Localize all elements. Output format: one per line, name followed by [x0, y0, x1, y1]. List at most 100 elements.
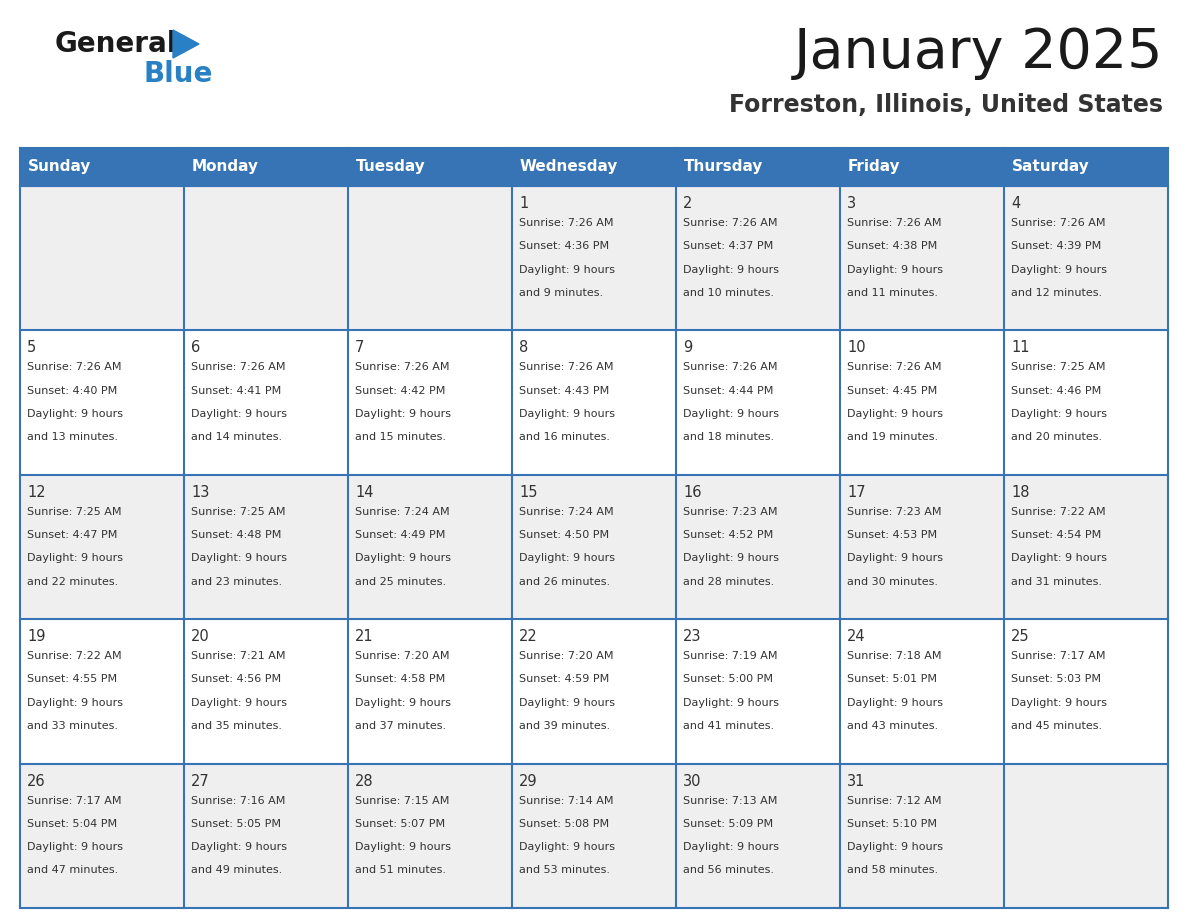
Bar — [1004, 330, 1168, 475]
Text: 3: 3 — [847, 196, 857, 211]
Text: and 58 minutes.: and 58 minutes. — [847, 866, 939, 876]
Text: Sunrise: 7:26 AM: Sunrise: 7:26 AM — [519, 218, 613, 228]
Bar — [676, 330, 840, 475]
Text: Sunrise: 7:26 AM: Sunrise: 7:26 AM — [1011, 218, 1106, 228]
Text: Sunrise: 7:17 AM: Sunrise: 7:17 AM — [1011, 651, 1106, 661]
Text: Sunset: 4:42 PM: Sunset: 4:42 PM — [355, 386, 446, 396]
Text: 25: 25 — [1011, 629, 1030, 644]
Text: Sunset: 4:53 PM: Sunset: 4:53 PM — [847, 530, 937, 540]
Text: and 31 minutes.: and 31 minutes. — [1011, 577, 1102, 587]
Text: Daylight: 9 hours: Daylight: 9 hours — [1011, 409, 1107, 419]
Text: 26: 26 — [27, 774, 45, 789]
Text: 11: 11 — [1011, 341, 1030, 355]
Text: Sunrise: 7:21 AM: Sunrise: 7:21 AM — [191, 651, 285, 661]
Text: and 15 minutes.: and 15 minutes. — [355, 432, 446, 442]
Text: 20: 20 — [191, 629, 210, 644]
Text: Sunset: 4:36 PM: Sunset: 4:36 PM — [519, 241, 609, 252]
Text: and 39 minutes.: and 39 minutes. — [519, 721, 611, 731]
Bar — [1004, 475, 1168, 620]
Bar — [20, 186, 184, 330]
Text: and 10 minutes.: and 10 minutes. — [683, 288, 775, 297]
Bar — [184, 764, 348, 908]
Bar — [348, 620, 512, 764]
Text: Sunset: 4:43 PM: Sunset: 4:43 PM — [519, 386, 609, 396]
Text: Sunset: 5:01 PM: Sunset: 5:01 PM — [847, 675, 937, 685]
Text: and 26 minutes.: and 26 minutes. — [519, 577, 611, 587]
Text: 7: 7 — [355, 341, 365, 355]
Text: Sunrise: 7:19 AM: Sunrise: 7:19 AM — [683, 651, 777, 661]
Text: Sunset: 5:08 PM: Sunset: 5:08 PM — [519, 819, 609, 829]
Text: 21: 21 — [355, 629, 373, 644]
Bar — [676, 475, 840, 620]
Bar — [1004, 148, 1168, 186]
Bar — [1004, 764, 1168, 908]
Text: Daylight: 9 hours: Daylight: 9 hours — [519, 698, 615, 708]
Bar — [20, 330, 184, 475]
Bar — [1004, 186, 1168, 330]
Text: Daylight: 9 hours: Daylight: 9 hours — [683, 264, 779, 274]
Text: Sunrise: 7:26 AM: Sunrise: 7:26 AM — [519, 363, 613, 373]
Text: and 56 minutes.: and 56 minutes. — [683, 866, 775, 876]
Text: Sunset: 5:09 PM: Sunset: 5:09 PM — [683, 819, 773, 829]
Text: Sunset: 4:40 PM: Sunset: 4:40 PM — [27, 386, 118, 396]
Text: Sunrise: 7:25 AM: Sunrise: 7:25 AM — [1011, 363, 1106, 373]
Text: 22: 22 — [519, 629, 538, 644]
Text: 8: 8 — [519, 341, 529, 355]
Text: Sunday: Sunday — [29, 160, 91, 174]
Text: Sunset: 5:03 PM: Sunset: 5:03 PM — [1011, 675, 1101, 685]
Bar — [512, 148, 676, 186]
Text: Forreston, Illinois, United States: Forreston, Illinois, United States — [729, 93, 1163, 117]
Text: 1: 1 — [519, 196, 529, 211]
Bar — [676, 764, 840, 908]
Text: Sunrise: 7:26 AM: Sunrise: 7:26 AM — [683, 363, 777, 373]
Text: Daylight: 9 hours: Daylight: 9 hours — [847, 264, 943, 274]
Text: Sunrise: 7:26 AM: Sunrise: 7:26 AM — [847, 218, 942, 228]
Text: 10: 10 — [847, 341, 866, 355]
Text: Sunrise: 7:23 AM: Sunrise: 7:23 AM — [683, 507, 777, 517]
Text: Daylight: 9 hours: Daylight: 9 hours — [355, 698, 451, 708]
Text: Daylight: 9 hours: Daylight: 9 hours — [27, 842, 124, 852]
Text: Daylight: 9 hours: Daylight: 9 hours — [519, 554, 615, 564]
Text: Daylight: 9 hours: Daylight: 9 hours — [683, 698, 779, 708]
Text: Sunrise: 7:26 AM: Sunrise: 7:26 AM — [191, 363, 285, 373]
Text: Sunset: 4:44 PM: Sunset: 4:44 PM — [683, 386, 773, 396]
Text: Daylight: 9 hours: Daylight: 9 hours — [191, 409, 287, 419]
Text: 16: 16 — [683, 485, 701, 499]
Text: Daylight: 9 hours: Daylight: 9 hours — [847, 698, 943, 708]
Bar — [184, 148, 348, 186]
Bar — [184, 475, 348, 620]
Bar — [184, 620, 348, 764]
Text: Sunrise: 7:15 AM: Sunrise: 7:15 AM — [355, 796, 449, 806]
Text: and 9 minutes.: and 9 minutes. — [519, 288, 604, 297]
Text: Monday: Monday — [192, 160, 259, 174]
Text: Sunrise: 7:24 AM: Sunrise: 7:24 AM — [519, 507, 614, 517]
Text: Daylight: 9 hours: Daylight: 9 hours — [519, 264, 615, 274]
Bar — [840, 620, 1004, 764]
Text: Sunset: 5:10 PM: Sunset: 5:10 PM — [847, 819, 937, 829]
Text: Daylight: 9 hours: Daylight: 9 hours — [191, 842, 287, 852]
Text: and 41 minutes.: and 41 minutes. — [683, 721, 775, 731]
Text: and 33 minutes.: and 33 minutes. — [27, 721, 118, 731]
Polygon shape — [173, 30, 200, 58]
Text: Sunrise: 7:23 AM: Sunrise: 7:23 AM — [847, 507, 942, 517]
Text: and 25 minutes.: and 25 minutes. — [355, 577, 447, 587]
Text: Daylight: 9 hours: Daylight: 9 hours — [355, 554, 451, 564]
Bar — [348, 186, 512, 330]
Text: Sunset: 4:58 PM: Sunset: 4:58 PM — [355, 675, 446, 685]
Text: Daylight: 9 hours: Daylight: 9 hours — [519, 842, 615, 852]
Text: and 37 minutes.: and 37 minutes. — [355, 721, 447, 731]
Text: 12: 12 — [27, 485, 45, 499]
Bar — [20, 620, 184, 764]
Text: Daylight: 9 hours: Daylight: 9 hours — [683, 554, 779, 564]
Text: Sunset: 4:41 PM: Sunset: 4:41 PM — [191, 386, 282, 396]
Text: Thursday: Thursday — [684, 160, 764, 174]
Text: Daylight: 9 hours: Daylight: 9 hours — [191, 554, 287, 564]
Text: Sunrise: 7:17 AM: Sunrise: 7:17 AM — [27, 796, 121, 806]
Text: 4: 4 — [1011, 196, 1020, 211]
Text: 29: 29 — [519, 774, 538, 789]
Text: Daylight: 9 hours: Daylight: 9 hours — [1011, 264, 1107, 274]
Text: General: General — [55, 30, 177, 58]
Text: Sunrise: 7:25 AM: Sunrise: 7:25 AM — [191, 507, 285, 517]
Text: 9: 9 — [683, 341, 693, 355]
Text: 5: 5 — [27, 341, 37, 355]
